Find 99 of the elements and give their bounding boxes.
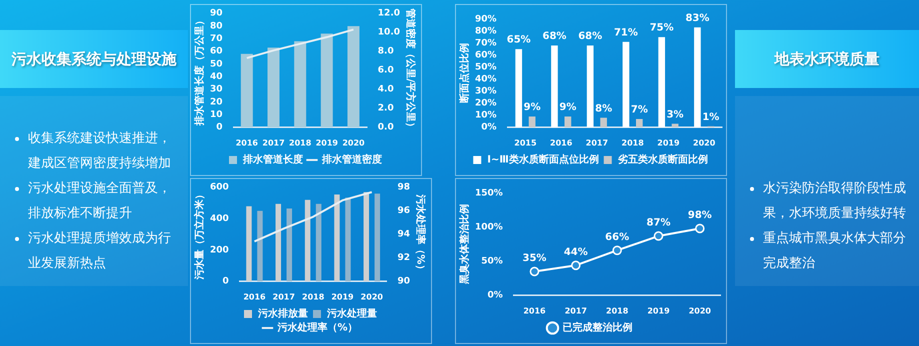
x-tick-label: 2017	[262, 138, 285, 148]
y-tick-label: 30%	[474, 86, 497, 97]
y2-axis-title: 污水处理率（%）	[414, 193, 426, 274]
y-tick-label: 10	[210, 110, 223, 120]
data-label: 7%	[630, 104, 648, 116]
x-tick-label: 2020	[692, 138, 716, 148]
y-tick-label: 600	[210, 182, 229, 193]
y-tick-label: 200	[210, 245, 229, 256]
x-tick-label: 2016	[550, 138, 573, 148]
x-tick-label: 2019	[316, 138, 338, 148]
y2-tick-label: 12.0	[378, 8, 400, 19]
x-tick-label: 2015	[514, 138, 537, 148]
y-tick-label: 100%	[474, 222, 503, 232]
y2-tick-label: 6.0	[378, 66, 394, 76]
data-label: 9%	[524, 102, 541, 114]
x-tick-label: 2018	[302, 292, 325, 302]
data-label: 68%	[578, 31, 602, 42]
legend-label: 劣五类水质断面比例	[616, 154, 708, 166]
y-axis-title: 断面点位比例	[458, 43, 471, 104]
y-tick-label: 70%	[474, 38, 497, 48]
x-tick-label: 2020	[688, 306, 712, 316]
y-axis-title: 黑臭水体整治比例	[458, 204, 471, 286]
x-tick-label: 2018	[606, 306, 629, 316]
x-tick-label: 2018	[289, 138, 312, 148]
y2-tick-label: 4.0	[378, 84, 394, 95]
legend-label: 已完成整治比例	[562, 322, 632, 334]
y-tick-label: 20	[210, 97, 223, 108]
x-tick-label: 2016	[236, 138, 258, 148]
x-tick-label: 2019	[647, 306, 670, 316]
y2-axis-title: 管道密度（公里/平方公里）	[404, 8, 416, 132]
y-tick-label: 40%	[474, 74, 497, 85]
data-label: 68%	[542, 31, 566, 42]
y2-tick-label: 94	[397, 230, 410, 240]
y-tick-label: 30	[210, 84, 223, 95]
legend-label: 污水排放量	[257, 308, 308, 320]
data-label: 65%	[506, 34, 531, 46]
y-tick-label: 40	[210, 72, 223, 82]
data-label: 44%	[564, 246, 588, 258]
data-label: 1%	[702, 112, 720, 123]
data-label: 9%	[559, 102, 576, 114]
data-label: 98%	[688, 210, 712, 222]
data-label: 3%	[666, 109, 684, 120]
y-tick-label: 0	[222, 276, 229, 287]
data-label: 75%	[650, 22, 674, 34]
text: 重点城市黑臭水体大部分完成整治	[763, 230, 907, 273]
y-tick-label: 50	[210, 59, 223, 70]
y-tick-label: 60	[210, 46, 223, 57]
y2-tick-label: 8.0	[378, 46, 394, 57]
legend-label: Ⅰ~Ⅲ类水质断面点位比例	[487, 154, 599, 166]
x-tick-label: 2016	[243, 292, 266, 302]
y-tick-label: 80%	[474, 26, 497, 36]
text: 收集系统建设快速推进，建成区管网密度持续增加	[28, 130, 172, 173]
x-tick-label: 2016	[523, 306, 546, 316]
text: 地表水环境质量	[735, 30, 919, 88]
x-tick-label: 2020	[360, 292, 384, 302]
y-axis-title: 污水量（万立方米）	[194, 189, 206, 280]
x-tick-label: 2017	[586, 138, 608, 148]
x-tick-label: 2019	[657, 138, 680, 148]
text: 污水处理设施全面普及，排放标准不断提升	[28, 180, 172, 223]
legend-label: 排水管道密度	[321, 154, 382, 166]
legend-label: 污水处理率（%）	[276, 322, 358, 334]
y-tick-label: 0%	[481, 122, 497, 133]
x-tick-label: 2018	[622, 138, 644, 148]
data-label: 66%	[605, 232, 630, 243]
y2-tick-label: 2.0	[378, 104, 394, 114]
y-tick-label: 150%	[474, 188, 503, 198]
y-axis-title: 排水管道长度（万公里）	[194, 15, 206, 126]
y-tick-label: 10%	[474, 110, 497, 121]
data-label: 8%	[595, 103, 612, 114]
data-label: 71%	[614, 27, 638, 38]
text: 污水处理提质增效成为行业发展新热点	[28, 230, 172, 273]
y-tick-label: 20%	[474, 98, 497, 109]
x-tick-label: 2017	[272, 292, 295, 302]
legend-label: 排水管道长度	[242, 154, 303, 166]
y-tick-label: 0	[216, 122, 223, 133]
y-tick-label: 90%	[474, 14, 497, 24]
x-tick-label: 2020	[342, 138, 366, 148]
data-label: 87%	[646, 218, 670, 229]
y-tick-label: 60%	[474, 50, 497, 60]
x-tick-label: 2017	[564, 306, 587, 316]
y-tick-label: 50%	[481, 256, 503, 267]
y2-tick-label: 98	[397, 182, 410, 193]
y-tick-label: 80	[210, 21, 223, 32]
y-tick-label: 50%	[474, 62, 497, 73]
text: 污水收集系统与处理设施	[0, 30, 188, 88]
y-tick-label: 90	[210, 8, 223, 19]
text: 水污染防治取得阶段性成果，水环境质量持续好转	[763, 180, 907, 223]
y2-tick-label: 10.0	[378, 28, 400, 38]
y-tick-label: 70	[210, 34, 223, 44]
x-tick-label: 2019	[331, 292, 354, 302]
y-tick-label: 0%	[488, 290, 503, 301]
data-label: 35%	[522, 253, 546, 264]
y2-tick-label: 90	[397, 276, 410, 287]
y2-tick-label: 92	[397, 253, 410, 264]
y2-tick-label: 96	[397, 206, 410, 216]
legend-label: 污水处理量	[326, 308, 377, 320]
y-tick-label: 400	[210, 214, 229, 224]
data-label: 83%	[685, 13, 710, 24]
y2-tick-label: 0.0	[378, 122, 394, 133]
